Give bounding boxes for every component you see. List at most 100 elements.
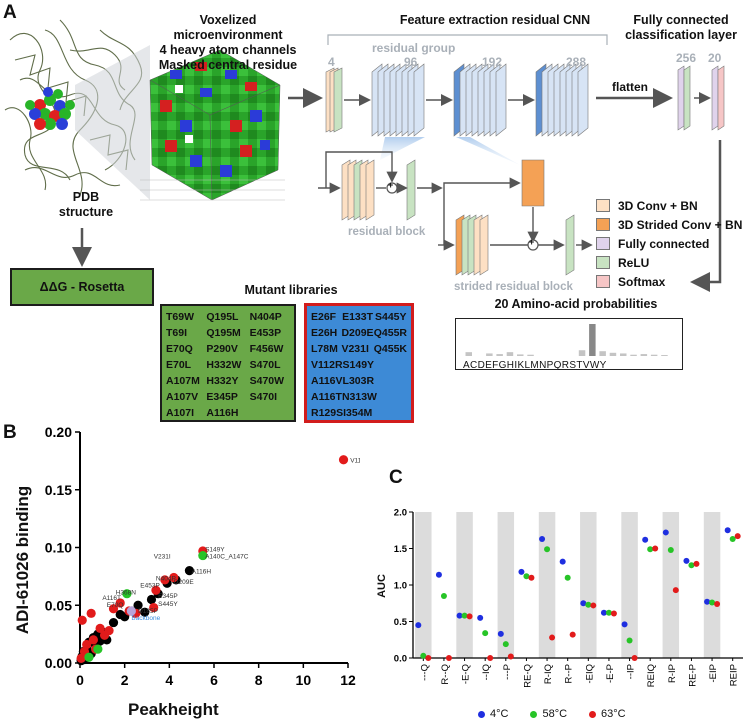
mutation-label: E70Q xyxy=(166,341,206,357)
chart-c-legend: 4°C 58°C 63°C xyxy=(478,708,626,720)
x-tick-label: R--P xyxy=(564,664,575,684)
mutation-label: A116V xyxy=(311,373,343,389)
category-band xyxy=(580,512,597,658)
auc-point xyxy=(436,572,442,578)
y-tick-label: 2.0 xyxy=(394,508,407,519)
cnn-mutant-library: E26F E133T S445Y E26H D209E Q455R L78M V231I Q45… xyxy=(305,304,413,422)
aa-bar xyxy=(630,355,637,356)
y-tick-label: 0.0 xyxy=(394,654,407,665)
point-annotation: V231I xyxy=(154,554,171,561)
aa-bar xyxy=(589,324,596,356)
mutation-label: H332Y xyxy=(206,373,249,389)
flatten-label: flatten xyxy=(612,80,648,94)
y-tick-label: 0.15 xyxy=(45,482,72,498)
x-tick-label: -EIP xyxy=(708,664,719,682)
auc-by-combination-chart: 0.00.51.01.52.0---Q R--Q -E-Q --IQ ---P RE-Q R… xyxy=(380,500,747,724)
mutation-row: A107M H332Y S470W xyxy=(166,373,290,389)
mutation-row: V112R S149Y xyxy=(311,357,407,373)
legend-swatch-relu xyxy=(596,256,610,269)
point-annotation: E453P xyxy=(140,582,160,589)
auc-point xyxy=(503,641,509,647)
mutation-row: E26H D209E Q455R xyxy=(311,325,407,341)
mutation-row: A116V L303R xyxy=(311,373,407,389)
aa-bar xyxy=(661,355,668,356)
mutation-label: E26H xyxy=(311,325,341,341)
mutation-label: A107M xyxy=(166,373,206,389)
binding-vs-peakheight-chart: 0.00 0.05 0.10 0.15 0.20 0 2 4 6 8 10 12 V112R S149Y V… xyxy=(0,420,360,724)
auc-point xyxy=(590,602,596,608)
mutation-label xyxy=(250,405,290,421)
mutation-label: P290V xyxy=(206,341,249,357)
scatter-point xyxy=(104,626,113,635)
x-tick-label: REIQ xyxy=(646,664,657,687)
channel-count-288: 288 xyxy=(566,55,586,69)
scatter-point xyxy=(93,645,102,654)
point-annotation: A116H xyxy=(192,569,212,576)
mutation-label: S470L xyxy=(250,357,290,373)
chart-b-xlabel: Peakheight xyxy=(128,700,219,720)
x-tick-label: 10 xyxy=(296,672,312,688)
auc-point xyxy=(570,632,576,638)
mutation-label: T69I xyxy=(166,325,206,341)
legend-item: 3D Strided Conv + BN xyxy=(596,215,742,234)
auc-point xyxy=(668,547,674,553)
point-annotation: V112R xyxy=(350,458,360,465)
auc-point xyxy=(441,593,447,599)
auc-point xyxy=(487,655,493,661)
legend-item-58c: 58°C xyxy=(530,708,567,720)
auc-point xyxy=(673,587,679,593)
mutation-label: L78M xyxy=(311,341,341,357)
scatter-point xyxy=(78,616,87,625)
auc-point xyxy=(467,613,473,619)
aa-bar xyxy=(610,353,617,356)
point-annotation: S445Y xyxy=(158,601,178,608)
channel-count-192: 192 xyxy=(482,55,502,69)
mutation-label: S445Y xyxy=(375,309,407,325)
y-tick-label: 1.0 xyxy=(394,581,407,592)
auc-point xyxy=(730,536,736,542)
auc-point xyxy=(683,558,689,564)
auc-point xyxy=(549,635,555,641)
legend-swatch-conv xyxy=(596,199,610,212)
x-tick-label: ---P xyxy=(502,664,513,680)
aa-probabilities-title: 20 Amino-acid probabilities xyxy=(476,297,676,312)
x-tick-label: ---Q xyxy=(419,664,430,681)
mutation-label xyxy=(375,357,407,373)
mutation-row: L78M V231I Q455K xyxy=(311,341,407,357)
legend-dot-4c xyxy=(478,711,485,718)
x-tick-label: -EIQ xyxy=(584,664,595,684)
x-tick-label: 8 xyxy=(255,672,263,688)
scatter-point xyxy=(109,618,118,627)
legend-item-4c: 4°C xyxy=(478,708,508,720)
scatter-point xyxy=(87,609,96,618)
aa-bar xyxy=(486,353,493,356)
mutation-label: Q195M xyxy=(206,325,249,341)
point-annotation: D209E xyxy=(174,579,195,586)
y-tick-label: 1.5 xyxy=(394,544,408,555)
aa-bar xyxy=(599,351,606,356)
x-tick-label: R--Q xyxy=(440,664,451,685)
auc-point xyxy=(508,654,514,660)
x-tick-label: --IP xyxy=(626,664,637,679)
mutation-label: R129S xyxy=(311,405,343,421)
legend-item: 3D Conv + BN xyxy=(596,196,742,215)
category-band xyxy=(704,512,721,658)
auc-point xyxy=(560,559,566,565)
mutation-label: Q195L xyxy=(206,309,249,325)
aa-letters: ACDEFGHIKLMNPQRSTVWY xyxy=(463,360,607,371)
aa-bar xyxy=(496,354,503,356)
legend-item-63c: 63°C xyxy=(589,708,626,720)
auc-point xyxy=(642,537,648,543)
aa-bar xyxy=(579,350,586,356)
y-tick-label: 0.00 xyxy=(45,655,72,671)
x-tick-label: 12 xyxy=(340,672,356,688)
auc-point xyxy=(446,655,452,661)
x-tick-label: --IQ xyxy=(481,664,492,680)
fc-count-20: 20 xyxy=(708,51,721,65)
auc-point xyxy=(482,630,488,636)
auc-point xyxy=(415,622,421,628)
legend-dot-63c xyxy=(589,711,596,718)
residual-sum-symbol: + xyxy=(388,180,393,190)
auc-point xyxy=(528,575,534,581)
channel-count-4: 4 xyxy=(328,55,335,69)
